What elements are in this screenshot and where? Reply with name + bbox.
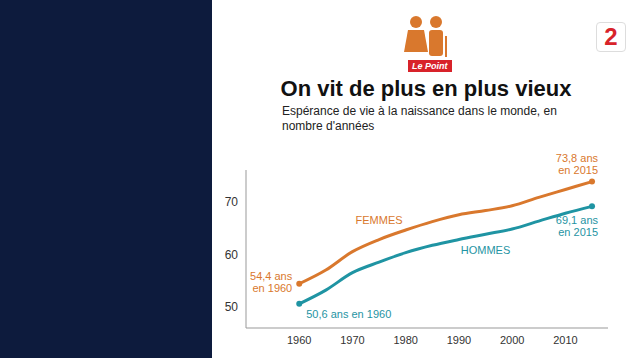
svg-text:73,8 ans: 73,8 ans bbox=[556, 152, 599, 164]
svg-text:54,4 ans: 54,4 ans bbox=[250, 270, 293, 282]
svg-text:en 2015: en 2015 bbox=[558, 226, 598, 238]
svg-text:70: 70 bbox=[225, 195, 239, 209]
svg-text:HOMMES: HOMMES bbox=[461, 244, 511, 256]
svg-text:50: 50 bbox=[225, 300, 239, 314]
html-text:Le Point: Le Point bbox=[412, 61, 448, 71]
svg-text:60: 60 bbox=[225, 248, 239, 262]
html-text:On vit de plus en plus vieux: On vit de plus en plus vieux bbox=[280, 76, 572, 101]
html-text:2: 2 bbox=[604, 23, 618, 50]
svg-text:1960: 1960 bbox=[287, 334, 311, 346]
html-text:Espérance de vie à la naissanc: Espérance de vie à la naissance dans le … bbox=[282, 104, 557, 133]
svg-text:2010: 2010 bbox=[553, 334, 577, 346]
svg-text:en 1960: en 1960 bbox=[252, 282, 292, 294]
svg-text:50,6 ans en 1960: 50,6 ans en 1960 bbox=[306, 308, 391, 320]
svg-text:2000: 2000 bbox=[500, 334, 524, 346]
svg-text:1980: 1980 bbox=[393, 334, 417, 346]
svg-text:69,1 ans: 69,1 ans bbox=[556, 214, 599, 226]
svg-text:en 2015: en 2015 bbox=[558, 164, 598, 176]
svg-text:1990: 1990 bbox=[447, 334, 471, 346]
svg-text:FEMMES: FEMMES bbox=[356, 214, 403, 226]
svg-text:1970: 1970 bbox=[340, 334, 364, 346]
